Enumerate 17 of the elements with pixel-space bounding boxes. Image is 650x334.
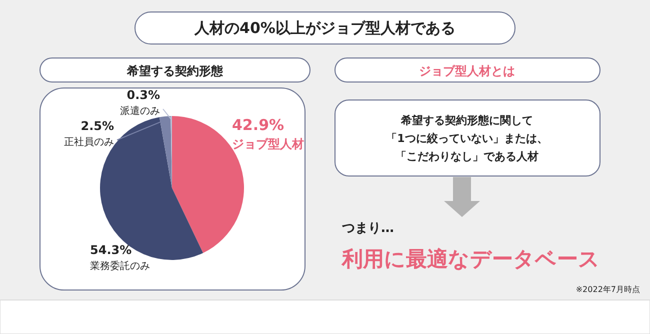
slice-label: 派遣のみ xyxy=(120,105,160,117)
chart-title: 人材の40%以上がジョブ型人材である xyxy=(194,19,456,37)
text: 「こだわりなし」である人材 xyxy=(396,150,538,163)
text: ジョブ型人材とは xyxy=(419,64,515,78)
slice-label: 正社員のみ xyxy=(64,136,114,148)
text: ※2022年7月時点 xyxy=(576,285,640,294)
data-label: 42.9% xyxy=(232,116,284,134)
text: 希望する契約形態に関して xyxy=(400,114,533,127)
data-label: 2.5% xyxy=(80,119,114,133)
data-label: 54.3% xyxy=(90,243,132,257)
slice-label: 業務委託のみ xyxy=(90,260,150,272)
slice-label: ジョブ型人材 xyxy=(232,137,304,151)
text: 利用に最適なデータベース xyxy=(341,247,600,271)
text: つまり… xyxy=(341,221,394,236)
chart-subtitle: 希望する契約形態 xyxy=(126,64,224,78)
data-label: 0.3% xyxy=(126,88,160,102)
text: 「1つに絞っていない」または、 xyxy=(386,132,548,145)
